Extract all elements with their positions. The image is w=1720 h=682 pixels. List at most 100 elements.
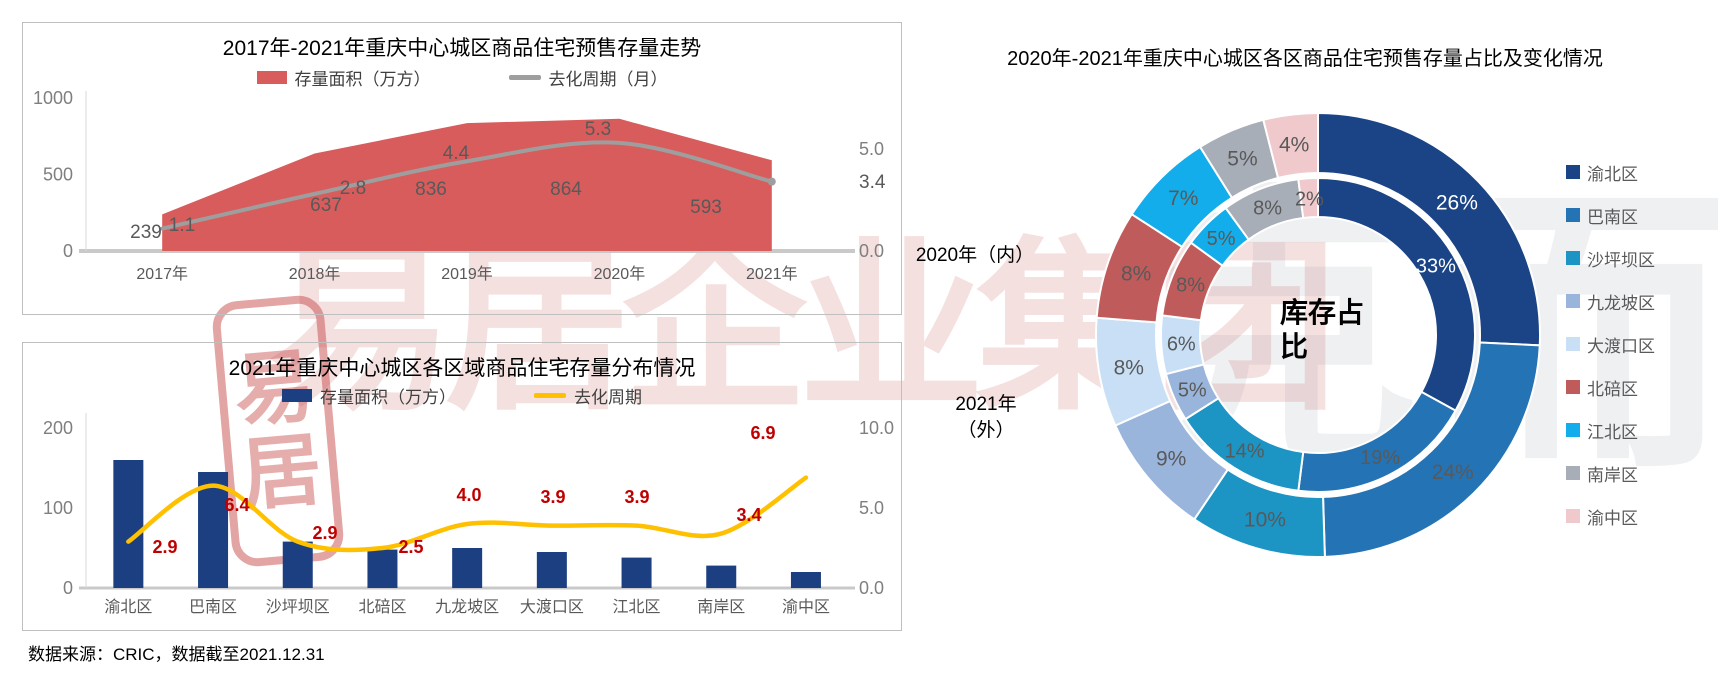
x-axis-label: 2021年 [746, 265, 798, 283]
bar [452, 548, 483, 588]
legend-label: 九龙坡区 [1587, 293, 1655, 313]
donut-slice-label: 8% [1121, 262, 1151, 285]
legend-label: 北碚区 [1587, 379, 1638, 399]
line-series [126, 475, 809, 553]
line-data-label: 3.9 [540, 487, 565, 507]
donut-slice-label: 8% [1114, 357, 1144, 380]
outer-ring-year-line1: 2021年 [955, 394, 1017, 415]
bar [790, 572, 821, 588]
donut-slice-label: 4% [1279, 133, 1309, 156]
left-axis-tick: 200 [43, 418, 73, 438]
legend-color-swatch [1566, 294, 1580, 308]
donut-slice-label: 6% [1167, 334, 1196, 356]
line-data-label: 2.8 [340, 178, 366, 199]
legend-item: 去化周期 [534, 383, 642, 408]
legend-item: 存量面积（万方） [282, 383, 456, 408]
donut-slice-渝中区 [1262, 111, 1319, 180]
area-data-label: 637 [310, 195, 342, 216]
legend-rect-swatch [256, 71, 287, 84]
line-data-label: 3.4 [736, 505, 761, 525]
donut-slice-label: 2% [1295, 188, 1324, 210]
left-axis-tick: 0 [63, 241, 73, 261]
legend-label: 存量面积（万方） [294, 70, 431, 89]
area-series [162, 118, 772, 251]
donut-slice-label: 14% [1225, 441, 1265, 463]
donut-slice-label: 24% [1432, 461, 1474, 484]
donut-slice-label: 5% [1178, 379, 1207, 401]
line-data-label: 2.5 [398, 537, 423, 557]
right-axis-tick: 0.0 [859, 578, 884, 598]
donut-slice-label: 7% [1168, 187, 1198, 210]
x-axis-label: 2019年 [441, 265, 493, 283]
panel-district-inventory-distribution: 2021年重庆中心城区各区域商品住宅存量分布情况 存量面积（万方） 去化周期 0 1… [22, 342, 902, 631]
line-data-label: 4.4 [443, 143, 470, 164]
legend-item: 沙坪坝区 [1566, 246, 1655, 270]
area-data-label: 836 [415, 179, 447, 200]
donut-center-label: 库存占比 [1280, 297, 1365, 362]
legend-color-swatch [1566, 509, 1580, 523]
x-axis-label: 江北区 [613, 598, 661, 616]
left-axis-tick: 0 [63, 578, 73, 598]
donut-slice-label: 33% [1416, 255, 1456, 277]
trend-chart-legend: 存量面积（万方） 去化周期（月） [23, 65, 901, 90]
donut-slice-label: 9% [1156, 448, 1186, 471]
legend-color-swatch [1566, 466, 1580, 480]
right-axis-tick: 5.0 [859, 498, 884, 518]
area-data-label: 864 [550, 179, 582, 200]
bar [621, 557, 652, 588]
legend-label: 大渡口区 [1587, 336, 1655, 356]
donut-slice-label: 8% [1176, 275, 1205, 297]
legend-color-swatch [1566, 251, 1580, 265]
x-axis-label: 北碚区 [358, 598, 406, 616]
legend-item: 巴南区 [1566, 203, 1655, 227]
line-data-label: 4.0 [456, 485, 481, 505]
area-data-label: 593 [690, 197, 722, 218]
legend-item: 去化周期（月） [508, 65, 668, 90]
data-source-note: 数据来源：CRIC，数据截至2021.12.31 [28, 645, 325, 664]
x-axis-label: 巴南区 [189, 598, 237, 616]
legend-item: 北碚区 [1566, 375, 1655, 399]
donut-slice-渝中区 [1297, 176, 1319, 220]
right-axis-tick: 5.0 [859, 139, 884, 159]
district-chart-plot: 0 100 200 0.0 5.0 10.0 渝北区 巴南区 沙坪坝区 北碚区 九龙坡区 大渡口区 江北… [43, 413, 894, 616]
legend-label: 去化周期（月） [548, 70, 668, 89]
donut-chart-title: 2020年-2021年重庆中心城区各区商品住宅预售存量占比及变化情况 [1007, 48, 1603, 70]
x-axis-label: 沙坪坝区 [266, 598, 330, 616]
trend-chart-title: 2017年-2021年重庆中心城区商品住宅预售存量走势 [222, 37, 702, 60]
left-axis-tick: 1000 [33, 88, 73, 108]
bar [706, 565, 737, 588]
district-chart-legend: 存量面积（万方） 去化周期 [23, 383, 901, 408]
donut-slice-label: 26% [1436, 191, 1478, 214]
legend-item: 存量面积（万方） [256, 65, 431, 90]
legend-item: 九龙坡区 [1566, 289, 1655, 313]
district-chart-title: 2021年重庆中心城区各区域商品住宅存量分布情况 [228, 357, 696, 380]
x-axis-label: 南岸区 [697, 598, 745, 616]
line-data-label: 1.1 [169, 215, 195, 236]
legend-label: 存量面积（万方） [320, 388, 456, 407]
legend-line-swatch [508, 75, 541, 80]
legend-item: 大渡口区 [1566, 332, 1655, 356]
bar [536, 552, 567, 588]
line-data-label: 2.9 [152, 537, 177, 557]
legend-label: 南岸区 [1587, 465, 1638, 485]
line-data-label: 6.9 [750, 423, 775, 443]
right-axis-tick: 10.0 [859, 418, 894, 438]
line-data-label: 3.9 [624, 487, 649, 507]
x-axis-label: 2020年 [594, 265, 646, 283]
line-data-label: 6.4 [224, 495, 249, 515]
line-series [160, 140, 774, 231]
legend-label: 去化周期 [574, 388, 642, 407]
left-axis-tick: 100 [43, 498, 73, 518]
donut-slice-label: 19% [1360, 447, 1400, 469]
x-axis-label: 2018年 [289, 265, 341, 283]
line-data-label: 5.3 [585, 119, 611, 140]
panel-presale-inventory-trend: 2017年-2021年重庆中心城区商品住宅预售存量走势 存量面积（万方） 去化周期… [22, 22, 902, 315]
legend-label: 渝中区 [1587, 508, 1638, 528]
legend-color-swatch [1566, 423, 1580, 437]
bar [198, 472, 229, 588]
legend-color-swatch [1566, 337, 1580, 351]
x-axis-label: 九龙坡区 [435, 598, 499, 616]
trend-chart-plot: 0 500 1000 0.0 5.0 2017年 2018年 2019年 2020年 2021年 2… [33, 88, 886, 283]
donut-slice-label: 5% [1207, 228, 1236, 250]
inner-ring-year-label: 2020年（内） [915, 245, 1035, 266]
